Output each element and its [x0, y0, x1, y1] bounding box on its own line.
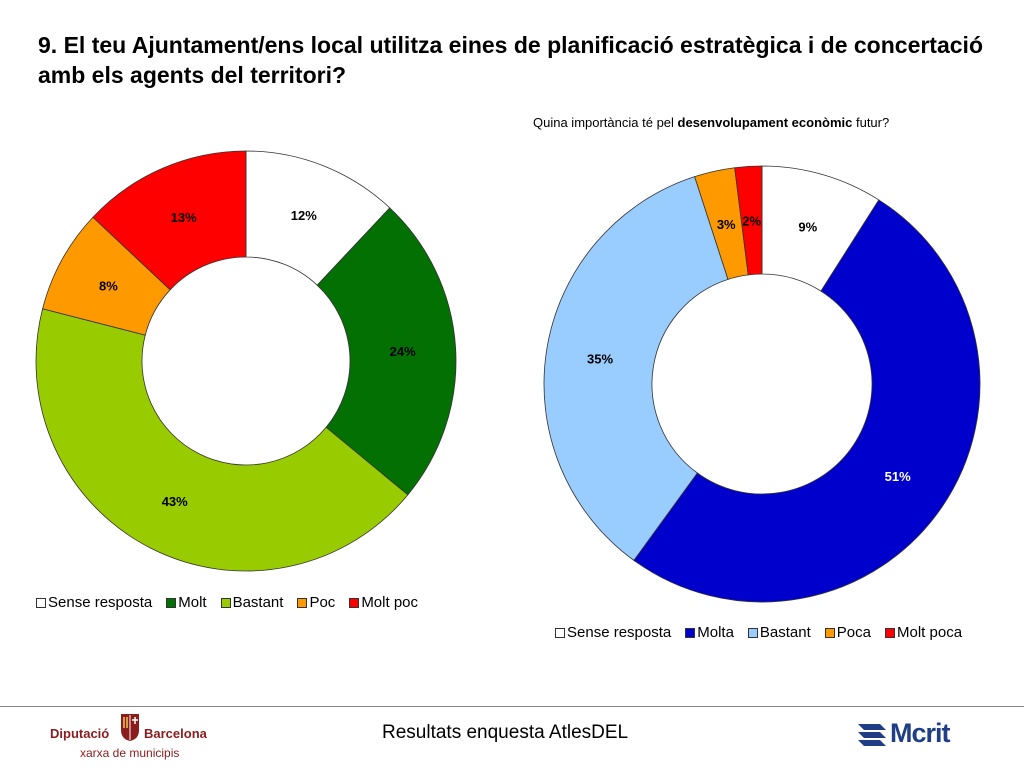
chart-1-data-label: 8% — [99, 278, 118, 293]
legend-label: Molt poc — [361, 594, 419, 611]
chart-2-slice-molta — [633, 199, 981, 603]
legend-label: Bastant — [232, 594, 284, 611]
legend-item: Molta — [685, 624, 734, 641]
logo-name-left: Diputació — [50, 726, 110, 741]
legend-swatch — [555, 627, 565, 638]
legend-label: Molt — [178, 594, 207, 611]
footer-text: Resultats enquesta AtlesDEL — [382, 722, 629, 743]
legend-label: Molt poca — [897, 624, 963, 641]
chart-1-legend: Sense resposta Molt Bastant Poc Molt poc — [36, 594, 418, 611]
slide-title: 9. El teu Ajuntament/ens local utilitza … — [38, 32, 983, 88]
subtitle-post: futur? — [852, 115, 890, 130]
legend-swatch — [747, 627, 758, 638]
mcrit-logo: Mcrit — [856, 718, 976, 750]
chart-2-data-label: 3% — [717, 217, 736, 232]
chart-2-data-label: 2% — [742, 213, 761, 228]
logo-name-right: Barcelona — [144, 726, 207, 741]
subtitle-bold: desenvolupament econòmic — [677, 115, 853, 130]
legend-label: Bastant — [759, 624, 811, 641]
chart-1-data-label: 13% — [171, 210, 197, 225]
chart-1-data-label: 24% — [390, 344, 416, 359]
chart-2-subtitle: Quina importància té pel desenvolupament… — [533, 115, 889, 130]
legend-swatch — [36, 597, 46, 608]
legend-label: Sense resposta — [567, 624, 672, 641]
legend-swatch — [220, 597, 231, 608]
legend-swatch — [297, 597, 308, 608]
mcrit-arrows-icon — [858, 724, 886, 746]
mcrit-logo-text: Mcrit — [890, 718, 951, 748]
legend-label: Sense resposta — [48, 594, 153, 611]
coat-of-arms-icon — [121, 714, 139, 741]
chart-2-data-label: 9% — [798, 220, 817, 235]
legend-label: Molta — [697, 624, 734, 641]
chart-2-slice-bastant — [543, 176, 729, 561]
legend-label: Poca — [836, 624, 871, 641]
legend-label: Poc — [309, 594, 336, 611]
legend-item: Bastant — [747, 624, 811, 641]
chart-2-data-label: 35% — [587, 351, 613, 366]
legend-item: Molt poca — [885, 624, 962, 641]
chart-1-data-label: 12% — [291, 208, 317, 223]
legend-swatch — [166, 597, 177, 608]
legend-item: Sense resposta — [36, 594, 152, 611]
legend-item: Poc — [297, 594, 335, 611]
chart-1-slice-molt — [316, 207, 457, 496]
chart-1-slice-molt-poc — [92, 150, 247, 291]
diputacio-barcelona-logo: Diputació Barcelona xarxa de municipis — [50, 712, 230, 762]
legend-swatch — [824, 627, 835, 638]
subtitle-pre: Quina importància té pel — [533, 115, 678, 130]
chart-1-slice-bastant — [35, 308, 409, 572]
legend-item: Bastant — [220, 594, 284, 611]
chart-2-legend: Sense resposta Molta Bastant Poca Molt poca — [555, 624, 962, 641]
legend-swatch — [685, 627, 696, 638]
legend-swatch — [885, 627, 895, 638]
chart-1-data-label: 43% — [162, 494, 188, 509]
chart-2-data-label: 51% — [885, 469, 911, 484]
donut-charts: 12% 24% 43% 8% 13% 9% 51% 35% 3% 2% — [35, 150, 981, 603]
legend-item: Poca — [824, 624, 871, 641]
legend-item: Molt poc — [349, 594, 418, 611]
legend-item: Sense resposta — [555, 624, 671, 641]
legend-swatch — [349, 597, 360, 608]
legend-item: Molt — [166, 594, 207, 611]
logo-subtitle: xarxa de municipis — [80, 746, 180, 760]
chart-2-slice-molt-poca — [734, 165, 763, 276]
footer-divider — [0, 706, 1024, 707]
